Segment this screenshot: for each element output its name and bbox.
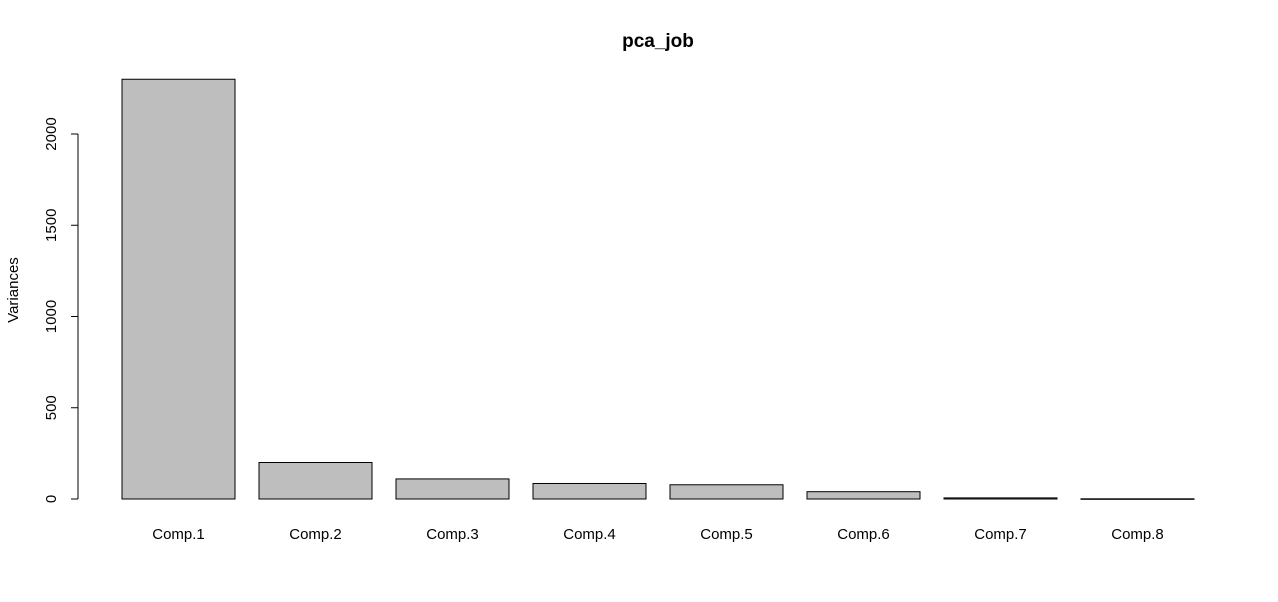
bar-comp-1 [121, 78, 236, 500]
bar-comp-7 [943, 497, 1058, 500]
x-tick-label: Comp.7 [974, 526, 1027, 543]
bar-comp-6 [806, 491, 921, 500]
bars [121, 78, 1195, 500]
y-axis-label: Variances [5, 257, 22, 323]
y-tick-label: 1000 [43, 300, 60, 333]
x-tick-label: Comp.6 [837, 526, 890, 543]
category-labels: Comp.1 Comp.2 Comp.3 Comp.4 Comp.5 Comp.6 Comp… [152, 526, 1164, 543]
x-tick-label: Comp.8 [1111, 526, 1164, 543]
chart-title: pca_job [622, 31, 694, 52]
bar-comp-4 [532, 482, 647, 500]
bar-comp-3 [395, 478, 510, 500]
x-tick-label: Comp.5 [700, 526, 753, 543]
y-axis: 0 500 1000 1500 2000 [43, 117, 79, 503]
x-tick-label: Comp.4 [563, 526, 616, 543]
y-tick-label: 500 [43, 395, 60, 420]
bar-comp-2 [258, 462, 373, 500]
x-tick-label: Comp.2 [289, 526, 342, 543]
x-tick-label: Comp.3 [426, 526, 479, 543]
bar-comp-5 [669, 484, 784, 500]
bar-comp-8 [1080, 498, 1195, 500]
y-tick-label: 1500 [43, 209, 60, 242]
x-tick-label: Comp.1 [152, 526, 205, 543]
y-tick-label: 2000 [43, 117, 60, 150]
y-tick-label: 0 [43, 495, 60, 503]
